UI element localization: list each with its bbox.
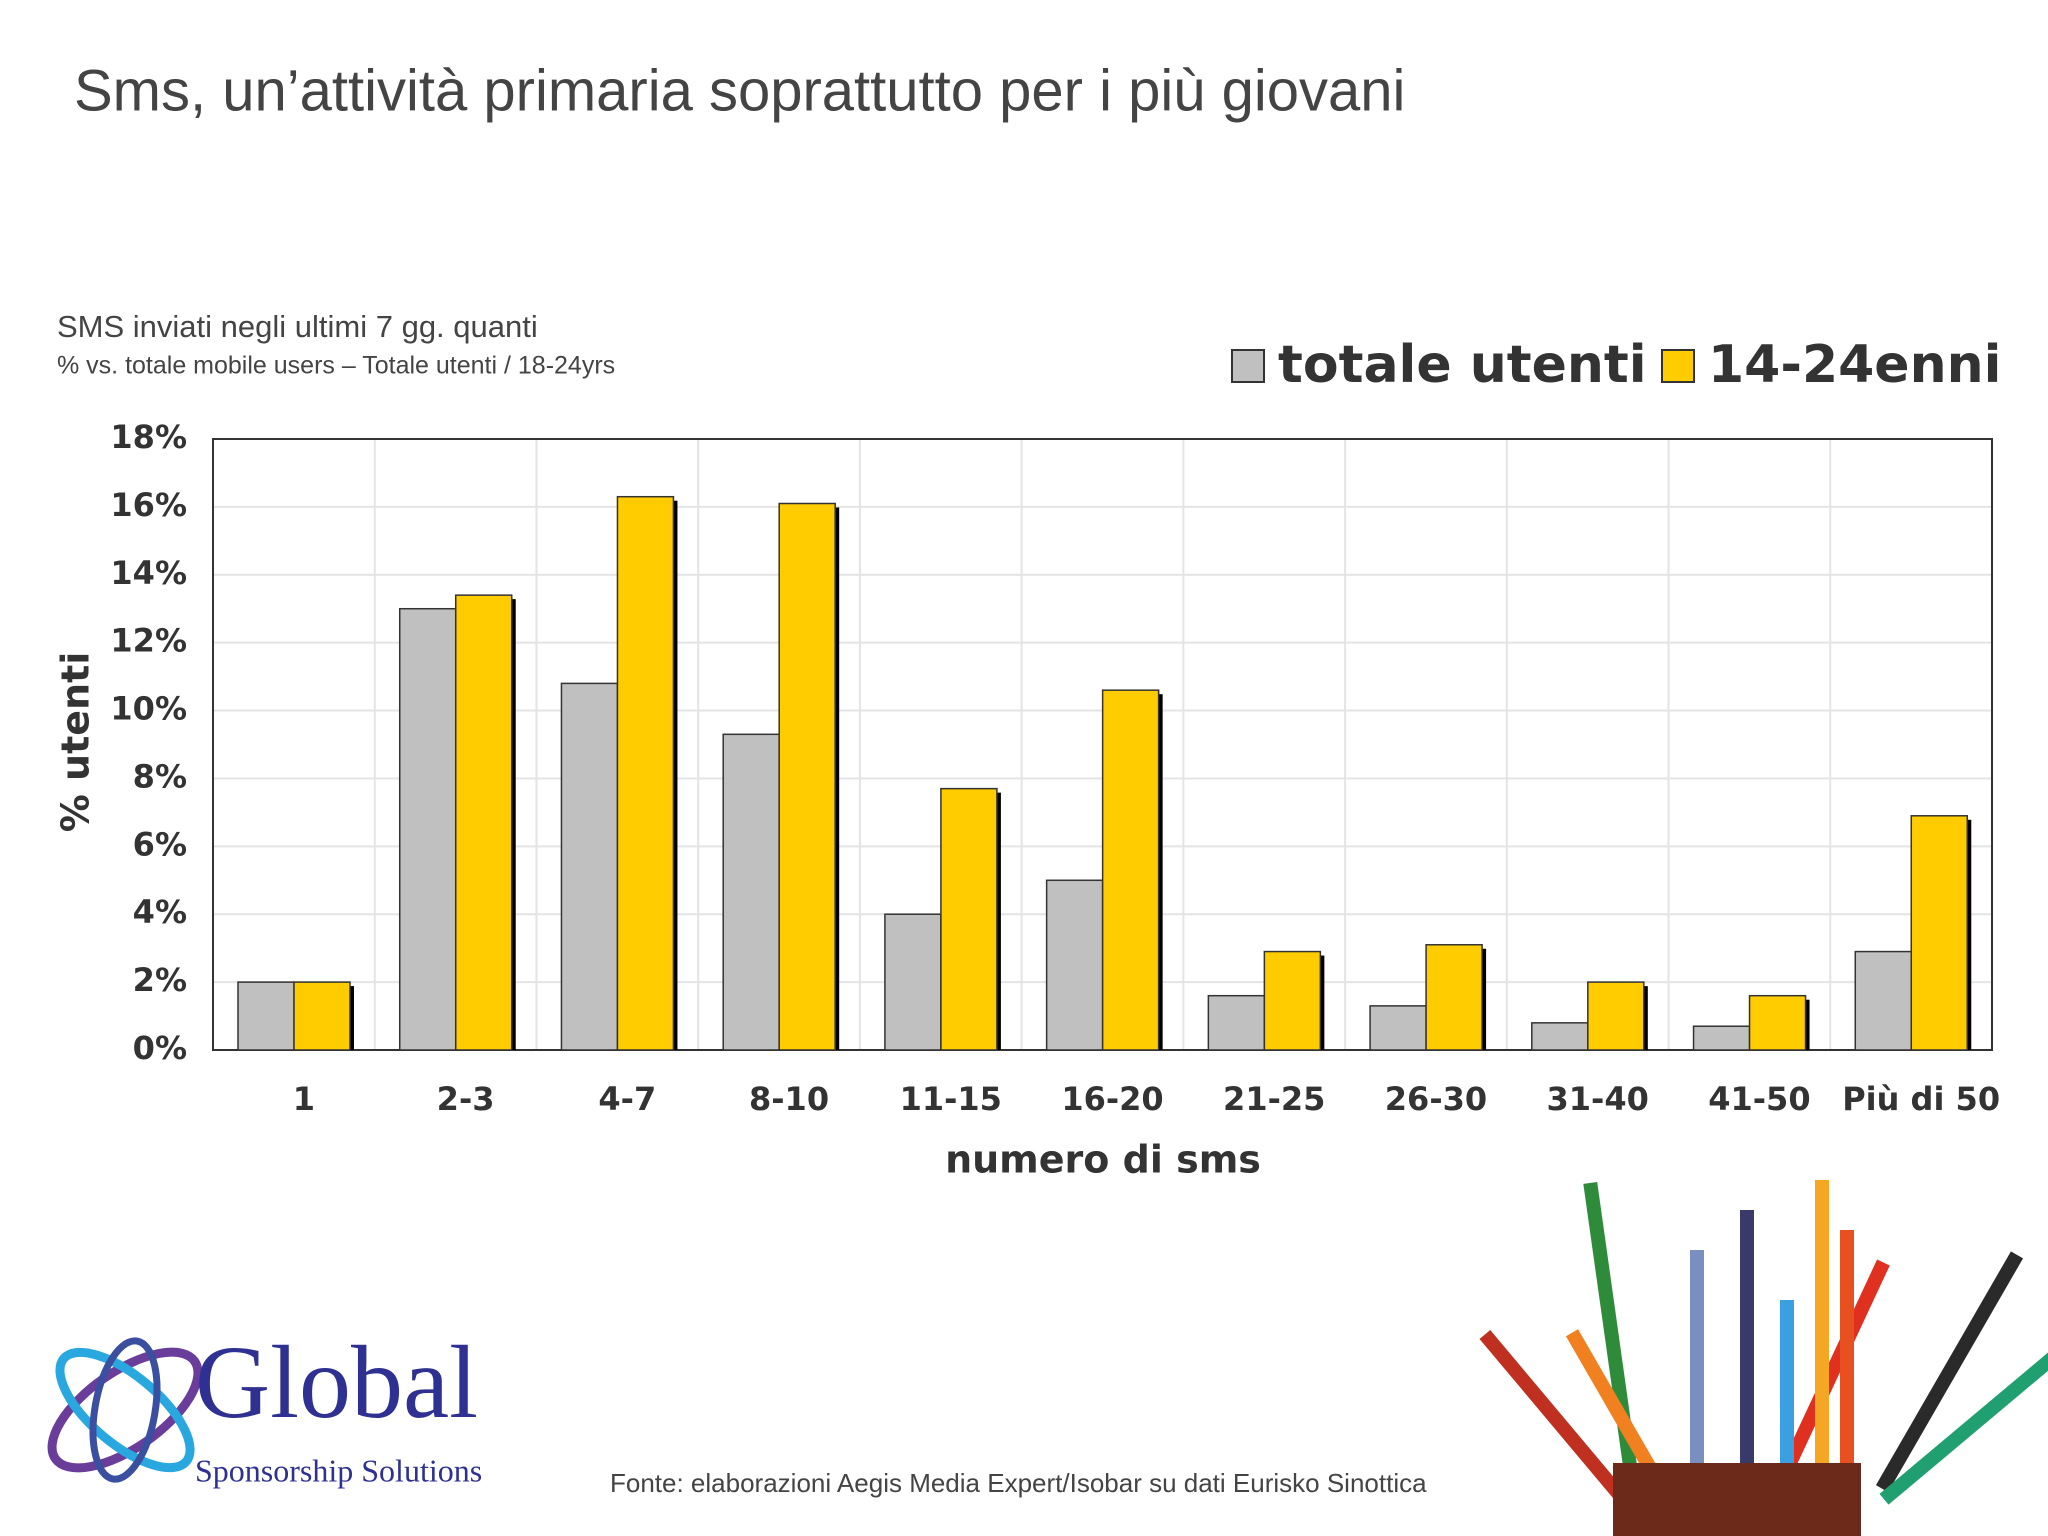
logo-name: Global [195,1325,478,1440]
x-tick-label: Più di 50 [1842,1080,2000,1118]
x-tick-label: 4-7 [598,1080,656,1118]
pencil [1815,1180,1829,1480]
y-tick-label: 10% [110,690,187,728]
bar [1587,981,1645,1051]
x-tick-label: 16-20 [1061,1080,1163,1118]
pencil [1879,1352,2048,1505]
pencil [1875,1251,2024,1493]
bar [1045,879,1104,1051]
legend-label: 14-24enni [1708,335,2001,395]
y-tick-label: 8% [133,757,187,795]
x-tick-label: 8-10 [749,1080,829,1118]
bar [1748,994,1807,1051]
x-tick-label: 26-30 [1385,1080,1487,1118]
logo-ring [55,1347,195,1473]
pencil [1583,1181,1639,1481]
y-tick-label: 2% [133,961,187,999]
legend-swatch [1231,349,1265,383]
x-tick-label: 21-25 [1223,1080,1325,1118]
y-tick-label: 4% [133,893,187,931]
bar [237,981,295,1051]
x-tick-label: 31-40 [1547,1080,1649,1118]
bar [454,594,513,1051]
bar [293,981,351,1051]
pencil [1780,1300,1794,1480]
pencil-pot [1613,1463,1861,1536]
bar [940,787,998,1051]
y-tick-label: 14% [110,554,187,592]
bar [1854,950,1913,1051]
x-tick-label: 1 [293,1080,315,1118]
source: Fonte: elaborazioni Aegis Media Expert/I… [610,1468,1427,1498]
pencil [1565,1329,1674,1501]
pencil [1840,1230,1854,1480]
pencil [1690,1250,1704,1480]
bar [1692,1025,1751,1051]
bar [1207,994,1266,1051]
logo: Global Sponsorship Solutions [47,1325,482,1488]
bar [1531,1022,1589,1051]
pencil [1740,1210,1754,1480]
logo-ring [89,1337,161,1483]
y-axis-label: % utenti [54,652,98,833]
logo-tagline: Sponsorship Solutions [195,1452,482,1488]
y-tick-label: 6% [133,825,187,863]
slide-title: Sms, un’attività primaria soprattutto pe… [74,58,1405,123]
y-tick-label: 18% [110,418,187,456]
legend-label: totale utenti [1278,335,1647,395]
y-tick-label: 12% [110,622,187,660]
x-tick-label: 2-3 [437,1080,495,1118]
x-axis-label: numero di sms [945,1138,1261,1182]
bar [1910,815,1969,1051]
bar [560,682,619,1051]
bar [1425,944,1483,1051]
x-tick-label: 41-50 [1708,1080,1810,1118]
bar [722,733,780,1051]
bar [1263,950,1322,1051]
chart-note: % vs. totale mobile users – Totale utent… [57,352,615,380]
bar [398,607,457,1051]
pencil [1479,1329,1632,1508]
bar [778,502,836,1051]
bar [1101,689,1160,1051]
legend-swatch [1661,349,1695,383]
bar [884,913,942,1051]
pencils [1479,1180,2048,1536]
logo-ring [47,1347,203,1473]
chart-subtitle: SMS inviati negli ultimi 7 gg. quanti [57,309,538,344]
x-tick-label: 11-15 [900,1080,1002,1118]
y-tick-label: 0% [133,1029,187,1067]
bar [616,495,675,1051]
y-tick-label: 16% [110,486,187,524]
bar [1369,1005,1427,1051]
